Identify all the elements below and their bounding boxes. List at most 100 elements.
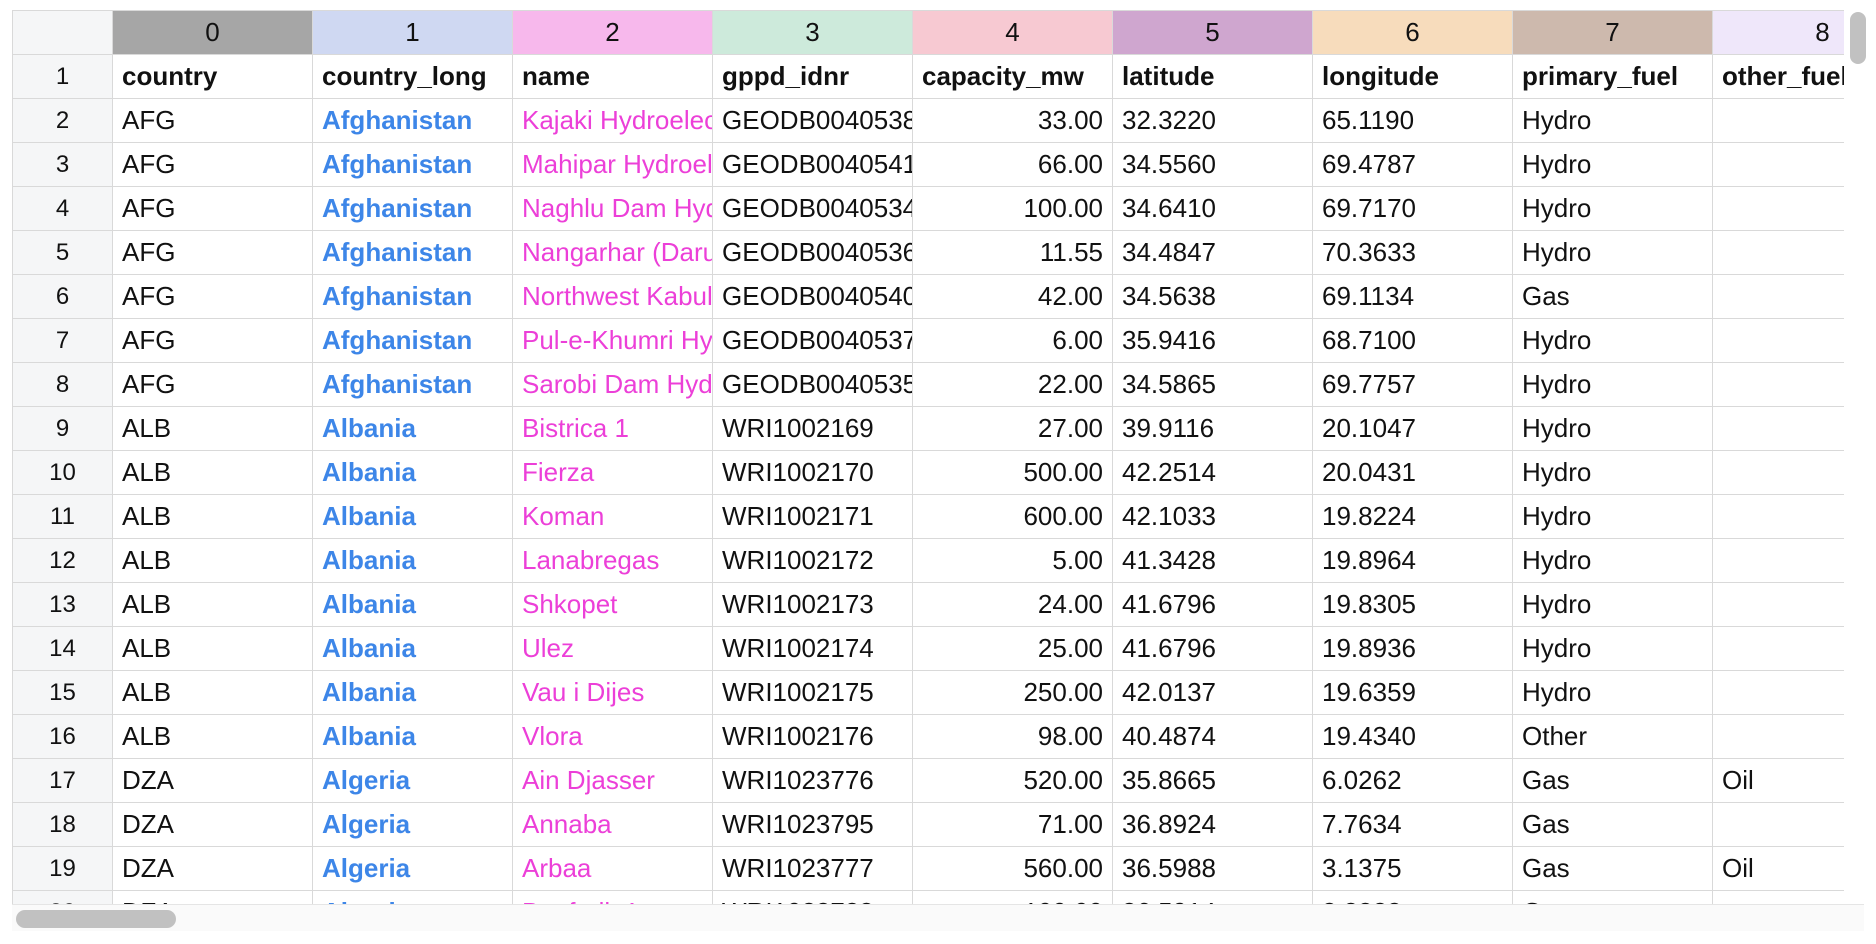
table-cell[interactable]: WRI1023788 <box>712 890 913 904</box>
table-cell[interactable]: 6.00 <box>912 318 1113 363</box>
table-cell[interactable]: 68.7100 <box>1312 318 1513 363</box>
table-cell[interactable] <box>1712 714 1844 759</box>
table-cell[interactable]: Gas <box>1512 890 1713 904</box>
corner-cell[interactable] <box>12 10 113 55</box>
table-cell[interactable]: WRI1002169 <box>712 406 913 451</box>
table-cell[interactable]: Gas <box>1512 758 1713 803</box>
table-cell[interactable]: Hydro <box>1512 494 1713 539</box>
row-number[interactable]: 9 <box>12 406 113 451</box>
table-cell[interactable]: Hydro <box>1512 406 1713 451</box>
column-index-header[interactable]: 6 <box>1312 10 1513 55</box>
table-cell[interactable]: Afghanistan <box>312 142 513 187</box>
column-name-cell[interactable]: latitude <box>1112 54 1313 99</box>
table-cell[interactable]: Fierza <box>512 450 713 495</box>
column-index-header[interactable]: 4 <box>912 10 1113 55</box>
table-cell[interactable]: 100.00 <box>912 890 1113 904</box>
column-name-cell[interactable]: capacity_mw <box>912 54 1113 99</box>
table-cell[interactable]: GEODB0040534 <box>712 186 913 231</box>
table-cell[interactable]: 65.1190 <box>1312 98 1513 143</box>
table-cell[interactable]: 34.6410 <box>1112 186 1313 231</box>
table-cell[interactable]: WRI1002171 <box>712 494 913 539</box>
table-cell[interactable]: 2.8823 <box>1312 890 1513 904</box>
table-cell[interactable]: Hydro <box>1512 538 1713 583</box>
column-index-header[interactable]: 7 <box>1512 10 1713 55</box>
table-cell[interactable]: Nangarhar (Darunta) Hydroelectric Power … <box>512 230 713 275</box>
table-cell[interactable]: 41.3428 <box>1112 538 1313 583</box>
row-number[interactable]: 19 <box>12 846 113 891</box>
column-name-cell[interactable]: other_fuel1 <box>1712 54 1844 99</box>
table-cell[interactable]: 19.8305 <box>1312 582 1513 627</box>
table-cell[interactable]: 71.00 <box>912 802 1113 847</box>
table-cell[interactable]: Afghanistan <box>312 186 513 231</box>
table-cell[interactable]: 41.6796 <box>1112 626 1313 671</box>
row-number[interactable]: 17 <box>12 758 113 803</box>
table-cell[interactable]: ALB <box>112 670 313 715</box>
table-cell[interactable]: 19.4340 <box>1312 714 1513 759</box>
table-cell[interactable] <box>1712 494 1844 539</box>
table-cell[interactable]: 100.00 <box>912 186 1113 231</box>
table-cell[interactable]: 19.6359 <box>1312 670 1513 715</box>
table-cell[interactable]: 36.5914 <box>1112 890 1313 904</box>
table-cell[interactable]: Gas <box>1512 802 1713 847</box>
table-cell[interactable]: Hydro <box>1512 582 1713 627</box>
table-cell[interactable] <box>1712 362 1844 407</box>
table-cell[interactable]: Vau i Dijes <box>512 670 713 715</box>
table-cell[interactable]: Other <box>1512 714 1713 759</box>
table-cell[interactable]: ALB <box>112 450 313 495</box>
row-number[interactable]: 10 <box>12 450 113 495</box>
table-cell[interactable]: 20.0431 <box>1312 450 1513 495</box>
table-cell[interactable]: 22.00 <box>912 362 1113 407</box>
row-number[interactable]: 16 <box>12 714 113 759</box>
table-cell[interactable]: ALB <box>112 494 313 539</box>
table-cell[interactable]: WRI1002176 <box>712 714 913 759</box>
table-cell[interactable]: Sarobi Dam Hydroelectric Power Plant Afg… <box>512 362 713 407</box>
table-cell[interactable]: GEODB0040537 <box>712 318 913 363</box>
table-cell[interactable]: 20.1047 <box>1312 406 1513 451</box>
table-cell[interactable]: 7.7634 <box>1312 802 1513 847</box>
table-cell[interactable]: 36.8924 <box>1112 802 1313 847</box>
table-cell[interactable]: 36.5988 <box>1112 846 1313 891</box>
table-cell[interactable]: 69.1134 <box>1312 274 1513 319</box>
table-cell[interactable]: Kajaki Hydroelectric Power Plant Afghani… <box>512 98 713 143</box>
table-cell[interactable]: 500.00 <box>912 450 1113 495</box>
row-number[interactable]: 12 <box>12 538 113 583</box>
row-number[interactable]: 5 <box>12 230 113 275</box>
row-number[interactable]: 3 <box>12 142 113 187</box>
table-cell[interactable]: Afghanistan <box>312 362 513 407</box>
table-cell[interactable]: 66.00 <box>912 142 1113 187</box>
table-cell[interactable]: 6.0262 <box>1312 758 1513 803</box>
table-cell[interactable]: GEODB0040538 <box>712 98 913 143</box>
row-number[interactable]: 13 <box>12 582 113 627</box>
table-cell[interactable]: GEODB0040535 <box>712 362 913 407</box>
table-cell[interactable] <box>1712 538 1844 583</box>
table-cell[interactable]: Vlora <box>512 714 713 759</box>
column-name-cell[interactable]: country <box>112 54 313 99</box>
table-cell[interactable] <box>1712 890 1844 904</box>
table-cell[interactable]: 3.1375 <box>1312 846 1513 891</box>
column-name-cell[interactable]: name <box>512 54 713 99</box>
table-cell[interactable]: 520.00 <box>912 758 1113 803</box>
column-index-header[interactable]: 8 <box>1712 10 1844 55</box>
table-cell[interactable]: ALB <box>112 582 313 627</box>
table-cell[interactable]: Albania <box>312 494 513 539</box>
table-cell[interactable]: Afghanistan <box>312 230 513 275</box>
table-cell[interactable]: DZA <box>112 802 313 847</box>
row-number[interactable]: 2 <box>12 98 113 143</box>
table-cell[interactable]: WRI1002175 <box>712 670 913 715</box>
table-cell[interactable]: AFG <box>112 186 313 231</box>
table-cell[interactable] <box>1712 626 1844 671</box>
table-cell[interactable]: Algeria <box>312 890 513 904</box>
table-cell[interactable]: Algeria <box>312 758 513 803</box>
table-cell[interactable]: 41.6796 <box>1112 582 1313 627</box>
table-cell[interactable] <box>1712 450 1844 495</box>
table-cell[interactable]: Northwest Kabul Power Plant Afghanistan <box>512 274 713 319</box>
row-number[interactable]: 18 <box>12 802 113 847</box>
table-cell[interactable] <box>1712 274 1844 319</box>
table-cell[interactable]: 42.1033 <box>1112 494 1313 539</box>
table-cell[interactable]: 19.8224 <box>1312 494 1513 539</box>
table-cell[interactable] <box>1712 802 1844 847</box>
table-cell[interactable]: 5.00 <box>912 538 1113 583</box>
table-cell[interactable]: Oil <box>1712 846 1844 891</box>
table-cell[interactable]: Hydro <box>1512 626 1713 671</box>
